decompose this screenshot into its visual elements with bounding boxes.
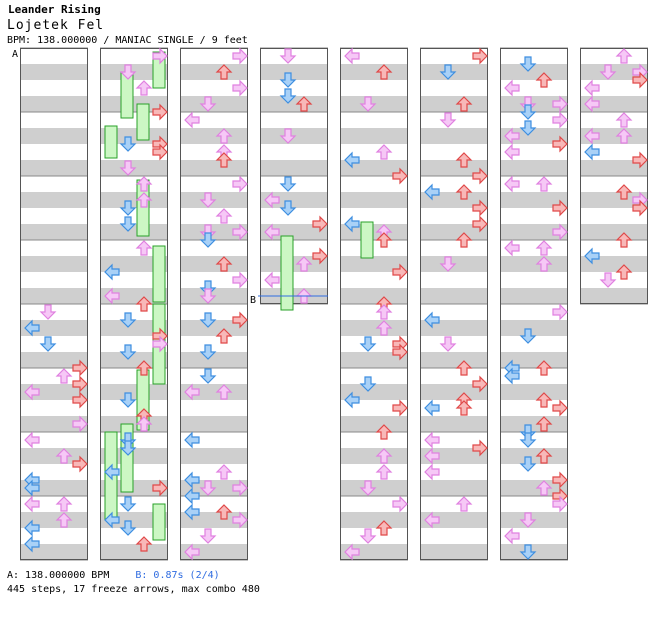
step-arrow bbox=[440, 336, 456, 352]
step-arrow bbox=[232, 80, 248, 96]
step-arrow bbox=[584, 144, 600, 160]
step-arrow bbox=[424, 464, 440, 480]
chart-column-4 bbox=[260, 47, 328, 305]
step-arrow bbox=[40, 304, 56, 320]
step-arrow bbox=[504, 144, 520, 160]
step-arrow bbox=[552, 304, 568, 320]
step-arrow bbox=[472, 48, 488, 64]
freeze-arrow bbox=[120, 71, 134, 119]
chart-column-3 bbox=[180, 47, 248, 561]
step-arrow bbox=[440, 112, 456, 128]
step-arrow bbox=[584, 80, 600, 96]
step-arrow bbox=[552, 400, 568, 416]
chart-column-7 bbox=[500, 47, 568, 561]
step-arrow bbox=[504, 240, 520, 256]
step-arrow bbox=[424, 432, 440, 448]
freeze-arrow bbox=[360, 221, 374, 259]
bpm-a-text: A: 138.000000 BPM bbox=[7, 570, 110, 581]
step-arrow bbox=[504, 80, 520, 96]
step-arrow bbox=[520, 432, 536, 448]
step-arrow bbox=[392, 400, 408, 416]
song-artist: Lojetek Fel bbox=[7, 18, 105, 33]
step-arrow bbox=[24, 432, 40, 448]
step-arrow bbox=[24, 496, 40, 512]
step-arrow bbox=[376, 144, 392, 160]
chart-column-6 bbox=[420, 47, 488, 561]
step-arrow bbox=[616, 112, 632, 128]
step-arrow bbox=[504, 176, 520, 192]
step-arrow bbox=[232, 272, 248, 288]
step-arrow bbox=[56, 368, 72, 384]
freeze-arrow bbox=[152, 503, 166, 541]
step-arrow bbox=[344, 48, 360, 64]
step-arrow bbox=[280, 48, 296, 64]
step-arrow bbox=[264, 272, 280, 288]
step-arrow bbox=[216, 464, 232, 480]
step-arrow bbox=[456, 400, 472, 416]
step-arrow bbox=[184, 112, 200, 128]
step-arrow bbox=[456, 496, 472, 512]
step-arrow bbox=[232, 48, 248, 64]
freeze-arrow bbox=[104, 125, 118, 159]
step-arrow bbox=[360, 528, 376, 544]
chart-column-1 bbox=[20, 47, 88, 561]
step-arrow bbox=[376, 304, 392, 320]
step-arrow bbox=[600, 272, 616, 288]
step-arrow bbox=[200, 368, 216, 384]
freeze-arrow bbox=[280, 235, 294, 311]
step-arrow bbox=[424, 400, 440, 416]
step-arrow bbox=[536, 176, 552, 192]
step-arrow bbox=[136, 240, 152, 256]
step-arrow bbox=[184, 432, 200, 448]
step-arrow bbox=[280, 176, 296, 192]
step-arrow bbox=[136, 80, 152, 96]
bpm-b-text: B: 0.87s (2/4) bbox=[135, 570, 220, 581]
step-arrow bbox=[56, 496, 72, 512]
step-arrow bbox=[232, 176, 248, 192]
step-arrow bbox=[120, 496, 136, 512]
freeze-arrow bbox=[136, 103, 150, 141]
bpm-marker-b: B bbox=[250, 295, 256, 306]
chart-info: BPM: 138.000000 / MANIAC SINGLE / 9 feet bbox=[7, 35, 248, 46]
step-arrow bbox=[216, 208, 232, 224]
step-stats: 445 steps, 17 freeze arrows, max combo 4… bbox=[7, 584, 260, 595]
step-arrow bbox=[536, 240, 552, 256]
step-arrow bbox=[392, 496, 408, 512]
step-arrow bbox=[200, 528, 216, 544]
bpm-marker-a: A bbox=[12, 49, 18, 60]
step-arrow bbox=[40, 336, 56, 352]
chart-column-5 bbox=[340, 47, 408, 561]
step-arrow bbox=[616, 48, 632, 64]
step-arrow bbox=[360, 336, 376, 352]
step-arrow bbox=[552, 112, 568, 128]
step-chart: A B bbox=[12, 47, 648, 561]
song-title: Leander Rising bbox=[8, 3, 101, 16]
step-arrow bbox=[376, 464, 392, 480]
step-arrow bbox=[504, 528, 520, 544]
freeze-arrow bbox=[152, 245, 166, 303]
bpm-legend: A: 138.000000 BPM B: 0.87s (2/4) bbox=[7, 570, 220, 581]
